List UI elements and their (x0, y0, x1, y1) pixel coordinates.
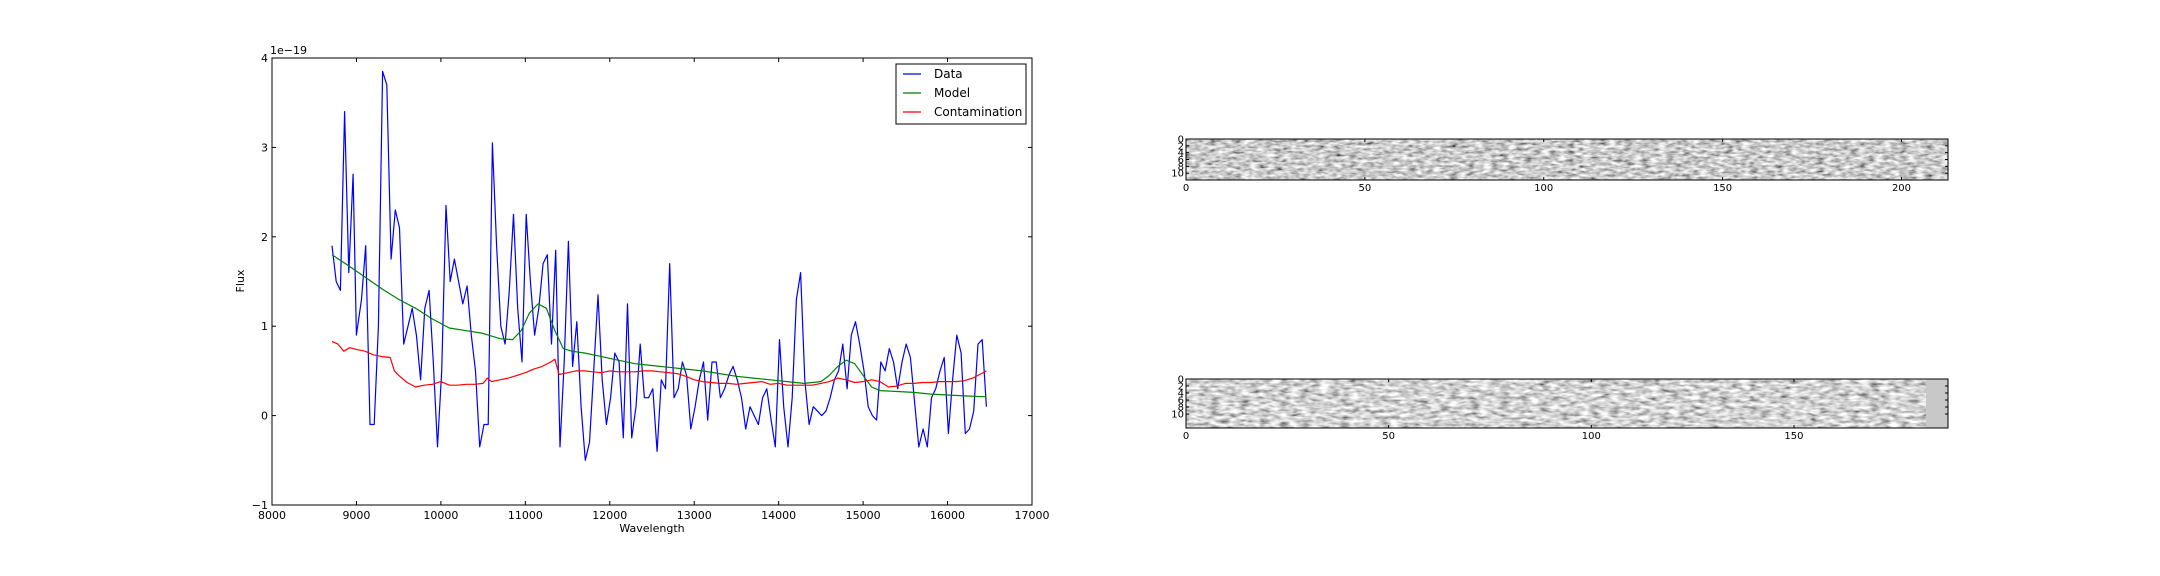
x-axis-label: Wavelength (619, 522, 684, 535)
series-lines (331, 70, 987, 461)
y-tick-label: 6 (1178, 396, 1184, 407)
y-offset-label: 1e−19 (270, 44, 307, 57)
y-tick-label: 8 (1178, 162, 1184, 173)
y-tick-label: 10 (1171, 169, 1184, 180)
x-tick-label: 13000 (677, 509, 712, 522)
image-pixels (1186, 379, 1948, 428)
image-pixels (1186, 139, 1948, 180)
series-line-data (331, 70, 987, 461)
spectrum-plot: 8000 9000 10000 11000 12000 13000 14000 15000 16… (234, 44, 1050, 535)
series-line-contamination (331, 340, 987, 388)
x-tick-label: 11000 (508, 509, 543, 522)
y-tick-label: 2 (261, 231, 268, 244)
y-tick-label: 4 (1178, 148, 1184, 159)
y-tick-label: 8 (1178, 403, 1184, 414)
x-tick-label: 16000 (930, 509, 965, 522)
image-right-edge (1926, 379, 1948, 428)
y-tick-label: 2 (1178, 141, 1184, 152)
y-tick-label: 0 (261, 410, 268, 423)
x-tick-label: 100 (1534, 183, 1553, 194)
axis-ticks: 8000 9000 10000 11000 12000 13000 14000 15000 16… (252, 52, 1050, 522)
x-tick-label: 0 (1183, 183, 1189, 194)
x-tick-label: 10000 (423, 509, 458, 522)
x-tick-label: 8000 (258, 509, 286, 522)
y-tick-label: 4 (261, 52, 268, 65)
y-tick-label: 2 (1178, 382, 1184, 393)
x-tick-label: 17000 (1015, 509, 1050, 522)
series-line-model (331, 254, 987, 398)
y-tick-label: 6 (1178, 155, 1184, 166)
image-frame (1185, 378, 1949, 429)
x-tick-label: 14000 (761, 509, 796, 522)
legend: Data Model Contamination (895, 63, 1027, 125)
y-tick-label: 10 (1171, 410, 1184, 421)
x-tick-label: 100 (1582, 431, 1601, 442)
legend-label-data: Data (934, 67, 963, 81)
y-tick-label: 0 (1178, 135, 1184, 146)
plot-frame (271, 57, 1033, 506)
y-tick-label: 0 (1178, 375, 1184, 386)
y-tick-label: 4 (1178, 389, 1184, 400)
x-tick-label: 12000 (592, 509, 627, 522)
y-tick-label: 3 (261, 141, 268, 154)
x-tick-label: 200 (1892, 183, 1911, 194)
y-tick-label: 1 (261, 320, 268, 333)
x-tick-label: 15000 (846, 509, 881, 522)
y-axis-label: Flux (234, 269, 247, 292)
plot-area (272, 58, 1032, 505)
x-tick-label: 50 (1359, 183, 1372, 194)
y-tick-label: −1 (252, 499, 268, 512)
x-tick-label: 150 (1784, 431, 1803, 442)
x-tick-label: 150 (1713, 183, 1732, 194)
x-tick-label: 50 (1382, 431, 1395, 442)
legend-label-contamination: Contamination (934, 105, 1022, 119)
x-tick-label: 0 (1183, 431, 1189, 442)
x-tick-label: 9000 (342, 509, 370, 522)
legend-label-model: Model (934, 86, 970, 100)
